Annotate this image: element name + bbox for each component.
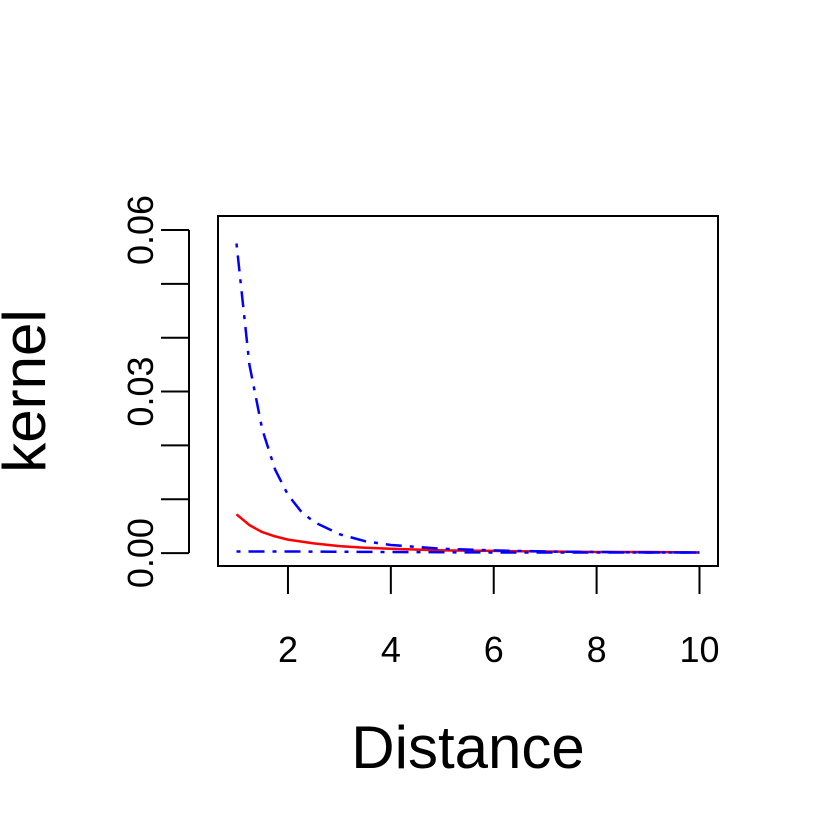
x-tick-label-3: 8 <box>587 629 607 670</box>
series-line-2 <box>236 550 700 554</box>
x-tick-label-2: 6 <box>484 629 504 670</box>
y-axis: 0.00 0.03 0.06 <box>120 195 190 588</box>
series-group <box>235 243 700 554</box>
series-line-1 <box>235 243 700 554</box>
x-tick-label-4: 10 <box>679 629 719 670</box>
series-line-0 <box>235 513 700 554</box>
y-axis-title: kernel <box>0 309 58 472</box>
x-tick-label-0: 2 <box>278 629 298 670</box>
x-axis: 2 4 6 8 10 <box>278 566 720 670</box>
y-tick-label-0: 0.00 <box>120 518 161 588</box>
y-tick-label-6: 0.06 <box>120 195 161 265</box>
x-axis-title: Distance <box>351 714 584 781</box>
x-tick-label-1: 4 <box>381 629 401 670</box>
plot-box <box>217 215 719 567</box>
y-tick-label-3: 0.03 <box>120 356 161 426</box>
